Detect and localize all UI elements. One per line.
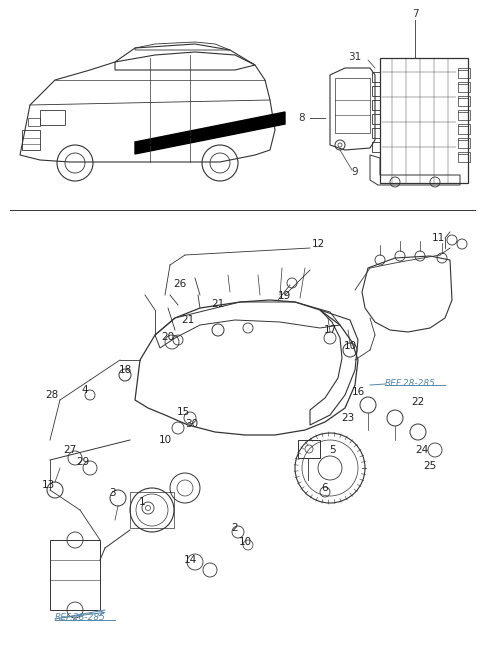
Text: 21: 21: [211, 299, 225, 309]
Bar: [50, 540, 100, 610]
Bar: [372, 142, 380, 152]
Bar: [458, 82, 470, 92]
Bar: [335, 78, 370, 133]
Bar: [458, 96, 470, 106]
Text: 29: 29: [76, 457, 90, 467]
Text: REF.28-285: REF.28-285: [55, 613, 106, 622]
Text: REF.28-285: REF.28-285: [385, 378, 436, 387]
Bar: [458, 138, 470, 148]
Text: 2: 2: [232, 523, 238, 533]
Text: 21: 21: [181, 315, 194, 325]
Text: 13: 13: [41, 480, 55, 490]
Text: 1: 1: [139, 497, 145, 507]
Text: 23: 23: [341, 413, 355, 423]
Text: 10: 10: [158, 435, 171, 445]
Bar: [372, 128, 380, 138]
Text: 10: 10: [239, 537, 252, 547]
Text: 31: 31: [348, 52, 361, 62]
Text: 9: 9: [352, 167, 358, 177]
Bar: [372, 72, 380, 82]
Polygon shape: [135, 112, 285, 154]
Text: 27: 27: [63, 445, 77, 455]
Text: 20: 20: [161, 332, 175, 342]
Text: 24: 24: [415, 445, 429, 455]
Text: 8: 8: [299, 113, 305, 123]
Text: 14: 14: [183, 555, 197, 565]
Text: 10: 10: [343, 341, 357, 351]
Text: 6: 6: [322, 483, 328, 493]
Text: 19: 19: [277, 291, 290, 301]
Text: 26: 26: [173, 279, 187, 289]
Text: 22: 22: [411, 397, 425, 407]
Text: 18: 18: [119, 365, 132, 375]
Text: 28: 28: [46, 390, 59, 400]
Bar: [298, 440, 320, 458]
Bar: [380, 58, 468, 183]
Text: 11: 11: [432, 233, 444, 243]
Bar: [458, 124, 470, 134]
Text: 12: 12: [312, 239, 324, 249]
Text: 30: 30: [185, 419, 199, 429]
Text: 3: 3: [108, 488, 115, 498]
Text: 25: 25: [423, 461, 437, 471]
Bar: [458, 68, 470, 78]
Text: 16: 16: [351, 387, 365, 397]
Text: 7: 7: [412, 9, 418, 19]
Bar: [458, 110, 470, 120]
Bar: [372, 100, 380, 110]
Bar: [372, 114, 380, 124]
Bar: [372, 86, 380, 96]
Bar: [130, 492, 174, 528]
Text: 15: 15: [176, 407, 190, 417]
Bar: [22, 130, 40, 150]
Text: 17: 17: [324, 325, 336, 335]
Text: 4: 4: [82, 385, 88, 395]
Bar: [458, 152, 470, 162]
Text: 5: 5: [330, 445, 336, 455]
Bar: [40, 110, 65, 125]
Bar: [28, 118, 40, 126]
